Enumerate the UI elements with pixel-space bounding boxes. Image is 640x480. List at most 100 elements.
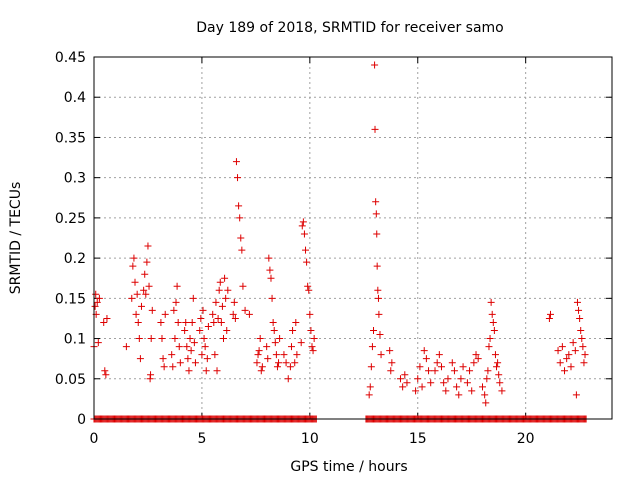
data-point <box>306 310 314 318</box>
data-point <box>254 351 262 359</box>
data-point <box>237 234 245 242</box>
data-point <box>435 351 443 359</box>
data-point <box>575 306 583 314</box>
data-point <box>298 222 306 230</box>
data-point <box>579 343 587 351</box>
data-point <box>263 343 271 351</box>
plot-frame <box>93 56 613 420</box>
data-point <box>241 306 249 314</box>
data-point <box>483 375 491 383</box>
data-point <box>209 310 217 318</box>
data-point <box>218 302 226 310</box>
data-point <box>425 367 433 375</box>
data-point <box>375 310 383 318</box>
data-point <box>255 347 263 355</box>
data-point <box>136 355 144 363</box>
data-point <box>401 371 409 379</box>
data-point <box>92 290 100 298</box>
data-point <box>159 355 167 363</box>
x-tick-label: 0 <box>90 431 99 447</box>
data-point <box>396 375 404 383</box>
y-tick-label: 0.4 <box>64 90 86 106</box>
data-point <box>230 298 238 306</box>
data-point <box>450 367 458 375</box>
data-point <box>569 339 577 347</box>
data-point <box>91 302 99 310</box>
data-point <box>496 379 504 387</box>
data-point <box>202 367 210 375</box>
data-point <box>169 363 177 371</box>
data-point <box>554 347 562 355</box>
data-point <box>100 318 108 326</box>
data-point <box>572 391 580 399</box>
data-point <box>239 282 247 290</box>
data-point <box>222 294 230 302</box>
data-point <box>453 383 461 391</box>
data-point <box>440 379 448 387</box>
data-point <box>186 335 194 343</box>
data-point <box>578 335 586 343</box>
data-point <box>198 351 206 359</box>
y-tick-label: 0.3 <box>64 171 86 187</box>
y-tick-label: 0.1 <box>64 332 86 348</box>
data-point <box>273 363 281 371</box>
data-point <box>472 351 480 359</box>
data-point <box>545 314 553 322</box>
data-point <box>143 258 151 266</box>
data-point <box>418 383 426 391</box>
data-point <box>135 335 143 343</box>
data-point <box>305 286 313 294</box>
data-point <box>223 327 231 335</box>
y-tick-label: 0.35 <box>55 130 86 146</box>
data-point <box>498 387 506 395</box>
data-point <box>304 282 312 290</box>
data-point <box>224 286 232 294</box>
data-point <box>215 286 223 294</box>
data-point <box>474 355 482 363</box>
data-point <box>270 327 278 335</box>
data-point <box>367 363 375 371</box>
data-point <box>184 355 192 363</box>
data-point <box>142 290 150 298</box>
data-point <box>266 266 274 274</box>
y-tick-label: 0.25 <box>55 211 86 227</box>
data-point <box>238 246 246 254</box>
data-point <box>176 359 184 367</box>
data-point <box>286 363 294 371</box>
data-point <box>189 294 197 302</box>
data-point <box>416 363 424 371</box>
data-point <box>459 363 467 371</box>
data-point <box>131 278 139 286</box>
data-point <box>234 174 242 182</box>
data-point <box>289 327 297 335</box>
data-point <box>386 347 394 355</box>
data-point <box>268 294 276 302</box>
data-point <box>264 355 272 363</box>
data-point <box>561 367 569 375</box>
data-point <box>433 359 441 367</box>
data-point <box>203 355 211 363</box>
data-point <box>291 359 299 367</box>
data-point <box>157 318 165 326</box>
data-point <box>563 355 571 363</box>
data-point <box>427 379 435 387</box>
data-point <box>272 351 280 359</box>
data-point <box>280 351 288 359</box>
data-point <box>265 254 273 262</box>
x-tick-label: 10 <box>301 431 319 447</box>
data-point <box>457 375 465 383</box>
data-point <box>232 158 240 166</box>
data-point <box>133 290 141 298</box>
x-tick-label: 20 <box>517 431 535 447</box>
data-point <box>374 294 382 302</box>
data-point <box>256 335 264 343</box>
chart-title: Day 189 of 2018, SRMTID for receiver sam… <box>196 20 504 36</box>
data-point <box>196 327 204 335</box>
data-point <box>307 327 315 335</box>
data-point <box>132 310 140 318</box>
data-point <box>217 318 225 326</box>
data-point <box>573 298 581 306</box>
data-point <box>220 335 227 343</box>
data-point <box>160 363 168 371</box>
data-point <box>190 339 198 347</box>
